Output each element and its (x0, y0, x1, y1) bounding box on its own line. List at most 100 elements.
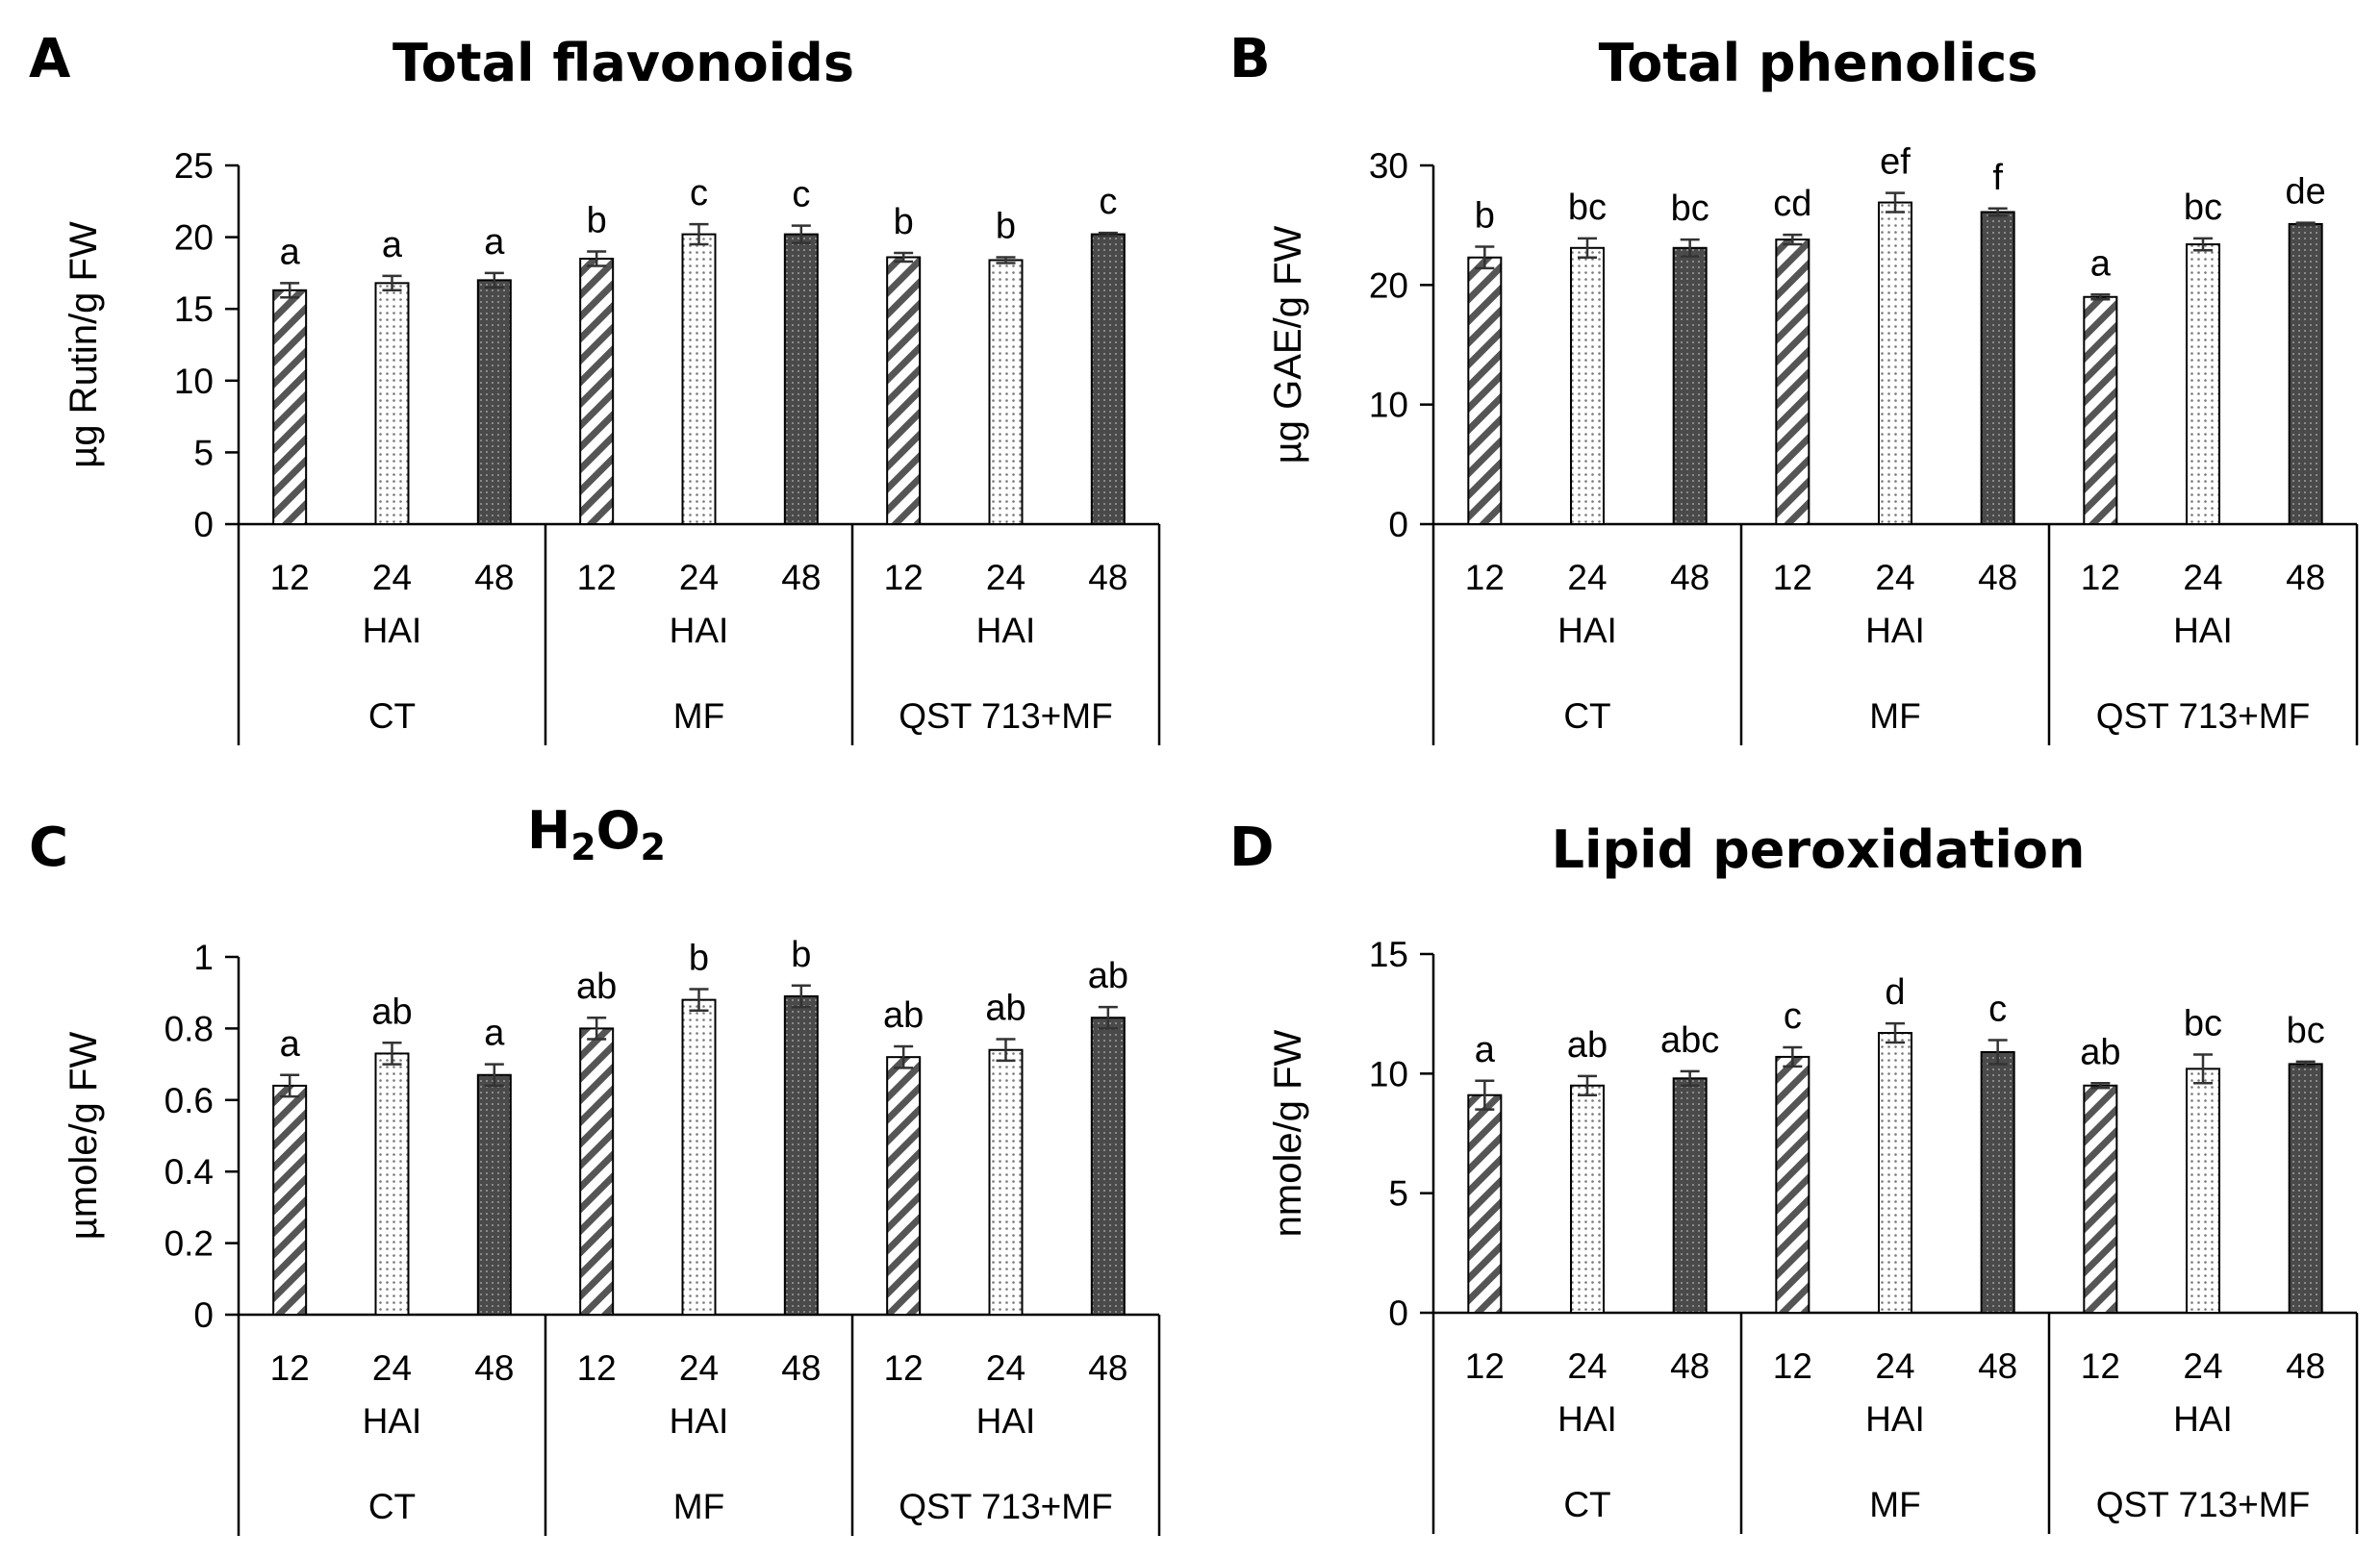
y-tick-label: 0 (1388, 1294, 1408, 1333)
significance-letter: a (2090, 243, 2112, 284)
y-tick-label: 0.6 (165, 1081, 214, 1120)
significance-letter: de (2286, 172, 2326, 213)
x-tick-label: 24 (372, 1348, 412, 1388)
y-tick-label: 25 (174, 146, 214, 186)
significance-letter: b (1475, 196, 1495, 237)
x-tick-label: 48 (2286, 558, 2325, 597)
group-label: QST 713+MF (899, 1487, 1112, 1526)
y-tick-label: 0.4 (165, 1152, 214, 1192)
chart-panel-a: A Total flavonoids µg Rutin/g FW 0 5 10 15 20 25… (29, 28, 1161, 745)
y-tick-label: 10 (1369, 386, 1408, 425)
x-tick-label: 12 (1773, 558, 1812, 597)
x-tick-label: 24 (1875, 558, 1914, 597)
y-tick-label: 15 (174, 289, 214, 329)
bar (272, 1084, 308, 1317)
bar (1672, 1077, 1708, 1314)
time-unit-label: HAI (1865, 611, 1925, 650)
bar (374, 282, 410, 525)
group-label: CT (368, 696, 416, 736)
significance-letter: c (792, 175, 810, 215)
significance-letter: abc (1660, 1020, 1719, 1061)
x-tick-label: 48 (474, 558, 514, 597)
x-tick-label: 12 (577, 558, 617, 597)
time-unit-label: HAI (1865, 1399, 1925, 1439)
bar (2083, 1084, 2118, 1315)
significance-letter: b (587, 201, 607, 241)
chart-title: Total flavonoids (392, 33, 854, 93)
x-tick-label: 48 (781, 1348, 821, 1388)
bar (272, 289, 308, 525)
time-unit-label: HAI (976, 611, 1036, 650)
significance-letter: bc (1568, 188, 1607, 228)
time-unit-label: HAI (1557, 1399, 1617, 1439)
bar (2186, 243, 2220, 525)
significance-letter: ab (2080, 1032, 2120, 1072)
bar (1878, 201, 1912, 525)
group-label: CT (368, 1487, 416, 1526)
bar (2083, 295, 2118, 525)
x-tick-label: 24 (986, 1348, 1025, 1388)
significance-letter: cd (1773, 184, 1811, 224)
significance-letter: a (382, 225, 403, 265)
chart-title: Lipid peroxidation (1552, 819, 2086, 880)
bar (1878, 1032, 1912, 1315)
x-tick-label: 24 (679, 1348, 719, 1388)
group-label: MF (673, 696, 724, 736)
panel-label: D (1229, 817, 1274, 879)
time-unit-label: HAI (976, 1401, 1036, 1441)
significance-letter: f (1992, 158, 2003, 198)
x-tick-label: 48 (781, 558, 821, 597)
significance-letter: c (1784, 996, 1802, 1037)
y-tick-label: 0 (193, 505, 214, 544)
bar (1980, 1050, 2015, 1315)
x-tick-label: 12 (1465, 558, 1505, 597)
significance-letter: a (1475, 1030, 1496, 1070)
y-axis-label: nmole/g FW (1267, 1029, 1309, 1237)
y-tick-label: 20 (1369, 265, 1408, 305)
x-tick-label: 12 (884, 1348, 924, 1388)
y-tick-label: 5 (193, 433, 214, 472)
significance-letter: ab (1567, 1025, 1608, 1066)
chart-panel-b: B Total phenolics µg GAE/g FW 0 10 20 30 b 12 bc 2… (1229, 28, 2359, 745)
group-label: CT (1563, 696, 1610, 736)
significance-letter: bc (1671, 188, 1709, 229)
y-tick-label: 0 (1388, 505, 1408, 544)
significance-letter: ab (883, 995, 924, 1036)
bar (2186, 1068, 2220, 1314)
chart-title: Total phenolics (1599, 33, 2038, 93)
group-label: MF (673, 1487, 724, 1526)
significance-letter: a (484, 222, 505, 263)
bar (1467, 1093, 1503, 1315)
panel-label: C (29, 817, 68, 879)
bar (1090, 1017, 1126, 1316)
bar (1775, 1055, 1810, 1314)
group-label: QST 713+MF (2096, 1485, 2310, 1524)
bar (476, 1073, 512, 1317)
bar (783, 233, 819, 525)
bar (681, 233, 717, 525)
y-tick-label: 0.2 (165, 1224, 214, 1264)
x-tick-label: 48 (1978, 558, 2017, 597)
x-tick-label: 48 (1978, 1346, 2017, 1386)
time-unit-label: HAI (670, 1401, 729, 1441)
significance-letter: bc (2184, 188, 2222, 228)
x-tick-label: 12 (270, 1348, 310, 1388)
time-unit-label: HAI (2173, 611, 2233, 650)
y-axis-label: µmole/g FW (63, 1032, 105, 1241)
x-tick-label: 48 (1088, 558, 1127, 597)
panel-label: B (1229, 28, 1271, 90)
y-tick-label: 10 (1369, 1054, 1408, 1093)
group-label: QST 713+MF (2096, 696, 2310, 736)
y-tick-label: 1 (193, 938, 214, 977)
significance-letter: ef (1880, 142, 1911, 183)
x-tick-label: 12 (577, 1348, 617, 1388)
significance-letter: bc (2184, 1003, 2222, 1043)
significance-letter: c (690, 173, 708, 214)
y-tick-label: 15 (1369, 935, 1408, 974)
significance-letter: a (280, 232, 301, 272)
x-tick-label: 12 (1773, 1346, 1812, 1386)
bar (1467, 256, 1503, 525)
significance-letter: a (484, 1014, 505, 1054)
y-tick-label: 5 (1388, 1174, 1408, 1214)
x-tick-label: 48 (1088, 1348, 1127, 1388)
